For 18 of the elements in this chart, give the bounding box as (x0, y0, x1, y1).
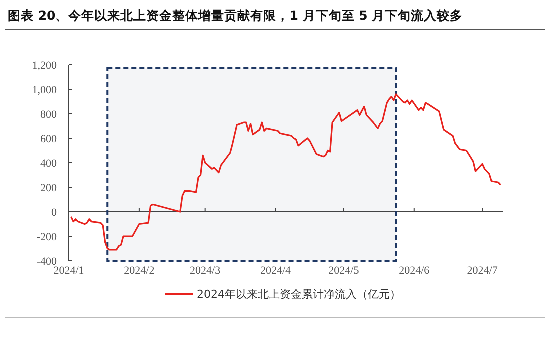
y-tick-label: 800 (40, 109, 58, 121)
x-tick-label: 2024/6 (399, 265, 430, 277)
x-tick-label: 2024/5 (328, 265, 360, 277)
y-tick-label: 1,200 (32, 60, 58, 72)
x-tick-label: 2024/2 (124, 265, 155, 277)
x-tick-label: 2024/4 (260, 265, 292, 277)
chart-title: 图表 20、今年以来北上资金整体增量贡献有限，1 月下旬至 5 月下旬流入较多 (8, 8, 464, 23)
y-tick-label: 400 (40, 158, 58, 170)
y-tick-label: 1,000 (32, 84, 58, 96)
legend: 2024年以来北上资金累计净流入（亿元） (165, 288, 401, 301)
y-tick-label: 0 (52, 207, 58, 219)
y-tick-label: 600 (40, 134, 58, 146)
x-tick-label: 2024/3 (190, 265, 222, 277)
x-tick-label: 2024/1 (54, 265, 84, 277)
y-tick-label: -400 (36, 256, 58, 268)
y-tick-label: -200 (36, 232, 58, 244)
y-tick-label: 200 (40, 182, 58, 194)
x-tick-label: 2024/7 (467, 265, 498, 277)
